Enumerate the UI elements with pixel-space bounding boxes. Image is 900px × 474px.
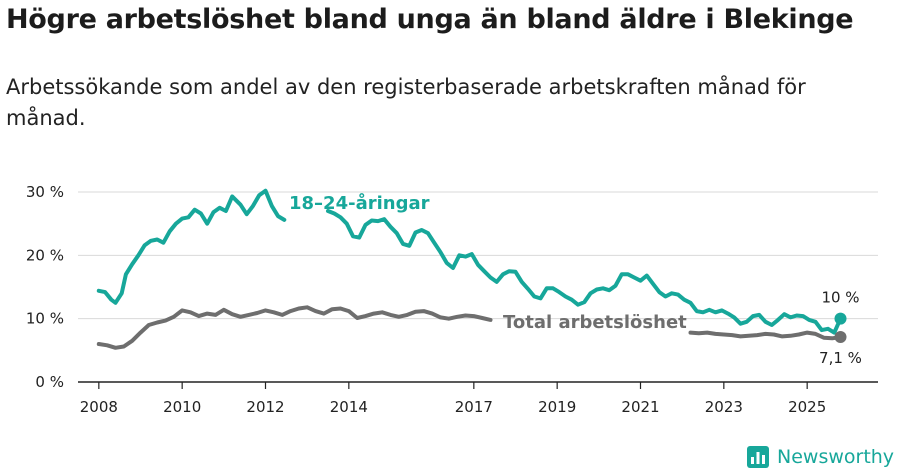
x-tick-label: 2012 — [246, 398, 284, 416]
series-line-youth — [326, 209, 843, 335]
x-tick-label: 2010 — [163, 398, 201, 416]
series — [96, 188, 847, 350]
end-value-total: 7,1 % — [819, 349, 862, 367]
x-tick-label: 2025 — [788, 398, 826, 416]
series-line-total — [96, 305, 493, 350]
labels: 10 % 7,1 % 18–24-åringar Total arbetslöshet — [289, 192, 862, 367]
chart-subtitle: Arbetssökande som andel av den registerb… — [6, 75, 806, 130]
bar-chart-logo-icon — [747, 446, 769, 468]
y-tick-label: 30 % — [26, 183, 64, 201]
x-tick-label: 2008 — [80, 398, 118, 416]
axes: 0 % 10 % 20 % 30 % 2008 2010 2012 2014 2017 2019 2… — [26, 183, 878, 416]
x-tick-label: 2017 — [455, 398, 493, 416]
y-tick-label: 0 % — [35, 373, 64, 391]
chart-title: Högre arbetslöshet bland unga än bland ä… — [6, 4, 854, 35]
x-tick-label: 2023 — [705, 398, 743, 416]
end-value-youth: 10 % — [821, 289, 859, 307]
newsworthy-logo[interactable]: Newsworthy — [746, 442, 894, 472]
end-point-youth — [834, 312, 847, 325]
series-line-total — [688, 330, 843, 341]
brand-name: Newsworthy — [777, 446, 895, 468]
end-point-total — [834, 331, 847, 344]
y-tick-label: 10 % — [26, 310, 64, 328]
series-line-youth — [96, 188, 287, 305]
y-tick-label: 20 % — [26, 246, 64, 264]
series-label-total: Total arbetslöshet — [503, 312, 687, 333]
series-label-youth: 18–24-åringar — [289, 192, 430, 214]
x-tick-label: 2014 — [330, 398, 368, 416]
x-tick-label: 2019 — [538, 398, 576, 416]
x-tick-label: 2021 — [621, 398, 659, 416]
